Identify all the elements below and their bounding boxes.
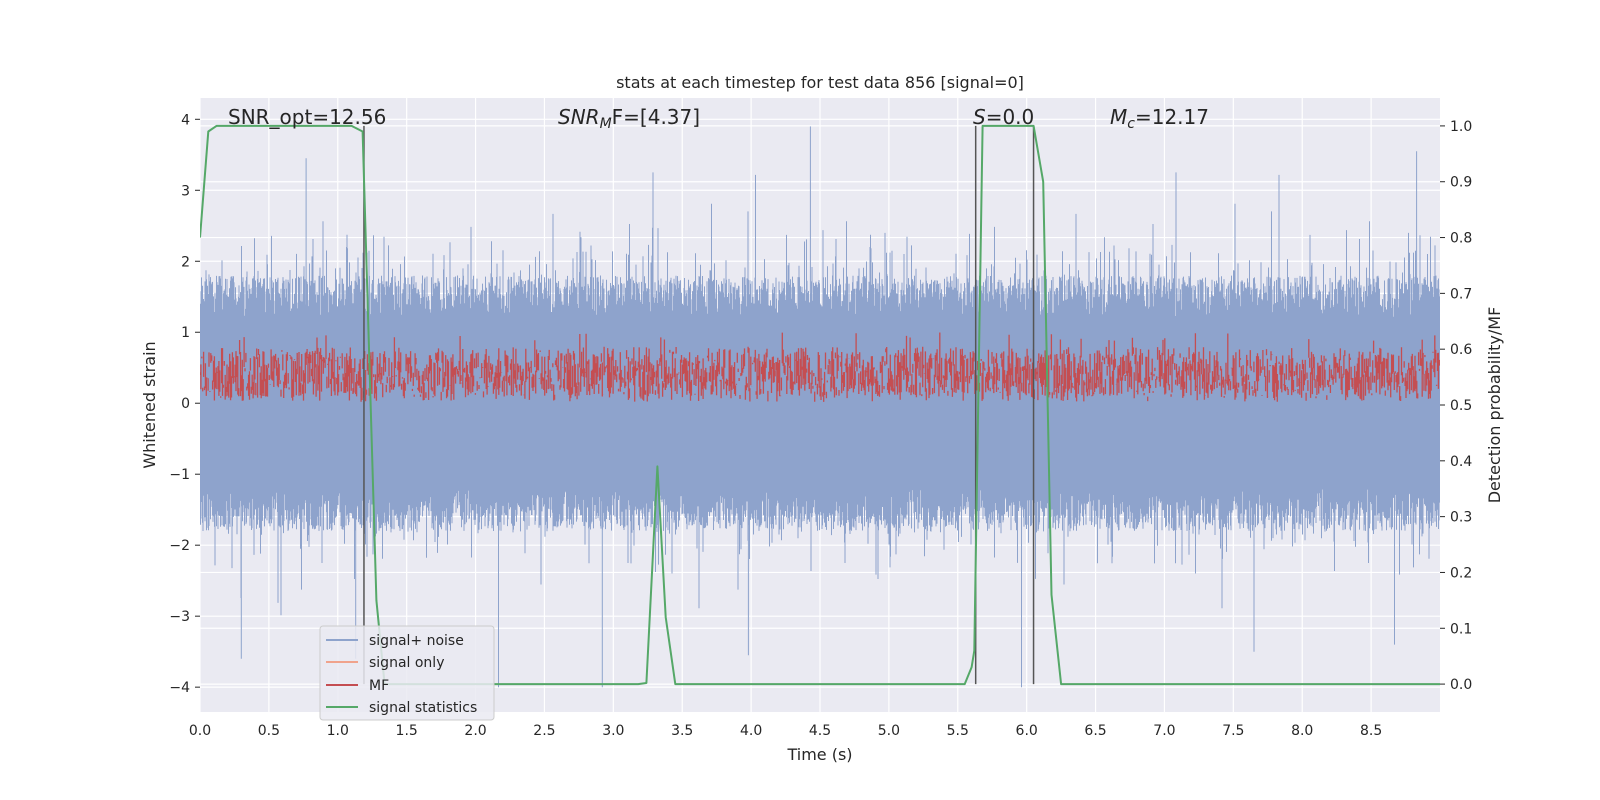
y2-tick-label: 0.3 bbox=[1450, 510, 1472, 526]
y2-axis-label: Detection probability/MF bbox=[1485, 307, 1504, 504]
x-tick-label: 6.5 bbox=[1084, 723, 1106, 739]
x-tick-label: 7.0 bbox=[1153, 723, 1175, 739]
y-tick-label: 3 bbox=[181, 183, 190, 199]
y2-tick-label: 0.2 bbox=[1450, 565, 1472, 581]
y-axis-label: Whitened strain bbox=[140, 341, 159, 468]
annotation-snr-mf-rest: F=[4.37] bbox=[612, 105, 700, 129]
x-tick-label: 0.0 bbox=[189, 723, 211, 739]
y2-tick-label: 0.0 bbox=[1450, 677, 1472, 693]
annotation-s: S=0.0 bbox=[973, 105, 1034, 129]
y2-tick-label: 0.4 bbox=[1450, 454, 1472, 470]
legend-label-signal-only: signal only bbox=[369, 655, 444, 671]
annotation-mc-italic: M bbox=[1110, 105, 1127, 129]
y-tick-label: −1 bbox=[169, 467, 190, 483]
y2-tick-label: 0.8 bbox=[1450, 231, 1472, 247]
y-tick-label: −4 bbox=[169, 680, 190, 696]
x-tick-label: 0.5 bbox=[258, 723, 280, 739]
x-tick-label: 8.5 bbox=[1360, 723, 1382, 739]
annotation-snr-mf: SNRMF=[4.37] bbox=[558, 105, 700, 132]
y-tick-label: −3 bbox=[169, 609, 190, 625]
legend-label-signal-noise: signal+ noise bbox=[369, 633, 464, 649]
x-tick-label: 4.5 bbox=[809, 723, 831, 739]
x-tick-label: 1.0 bbox=[327, 723, 349, 739]
series-mf bbox=[200, 332, 1440, 402]
annotation-s-italic: S bbox=[973, 105, 986, 129]
y-tick-label: 1 bbox=[181, 325, 190, 341]
y2-tick-label: 0.9 bbox=[1450, 175, 1472, 191]
x-tick-label: 1.5 bbox=[396, 723, 418, 739]
annotation-mc: Mc=12.17 bbox=[1110, 105, 1209, 132]
y2-tick-label: 1.0 bbox=[1450, 119, 1472, 135]
y2-tick-label: 0.1 bbox=[1450, 621, 1472, 637]
x-tick-label: 4.0 bbox=[740, 723, 762, 739]
y2-tick-label: 0.7 bbox=[1450, 286, 1472, 302]
y2-tick-label: 0.5 bbox=[1450, 398, 1472, 414]
annotation-s-rest: =0.0 bbox=[986, 105, 1035, 129]
y-tick-label: 2 bbox=[181, 254, 190, 270]
x-tick-label: 5.5 bbox=[947, 723, 969, 739]
annotation-snr-mf-italic: SNR bbox=[558, 105, 600, 129]
annotation-mc-rest: =12.17 bbox=[1135, 105, 1209, 129]
plot-area bbox=[200, 124, 1440, 688]
x-tick-label: 6.0 bbox=[1016, 723, 1038, 739]
x-tick-label: 2.5 bbox=[533, 723, 555, 739]
annotation-snr-mf-sub: M bbox=[600, 116, 612, 132]
legend-box bbox=[319, 625, 495, 721]
annotation-mc-sub: c bbox=[1127, 116, 1135, 132]
x-tick-label: 7.5 bbox=[1222, 723, 1244, 739]
x-axis-label: Time (s) bbox=[786, 745, 852, 764]
y2-tick-label: 0.6 bbox=[1450, 342, 1472, 358]
legend-label-mf: MF bbox=[369, 678, 389, 694]
x-tick-label: 2.0 bbox=[464, 723, 486, 739]
x-tick-label: 3.0 bbox=[602, 723, 624, 739]
series-signal-statistics bbox=[200, 124, 1440, 686]
y-tick-label: −2 bbox=[169, 538, 190, 554]
axes-ticks: 0.0 0.5 1.0 1.5 2.0 2.5 3.0 3.5 4.0 4.5 5.0 5.5 6.0 6… bbox=[169, 112, 1472, 739]
x-tick-label: 8.0 bbox=[1291, 723, 1313, 739]
chart-title: stats at each timestep for test data 856… bbox=[616, 73, 1024, 92]
annotation-snr-opt: SNR_opt=12.56 bbox=[228, 105, 386, 129]
y-tick-label: 4 bbox=[181, 112, 190, 128]
x-tick-label: 5.0 bbox=[878, 723, 900, 739]
y-tick-label: 0 bbox=[181, 396, 190, 412]
x-tick-label: 3.5 bbox=[671, 723, 693, 739]
legend-label-signal-statistics: signal statistics bbox=[369, 700, 477, 716]
legend: signal+ noise signal only MF signal stat… bbox=[319, 625, 495, 721]
